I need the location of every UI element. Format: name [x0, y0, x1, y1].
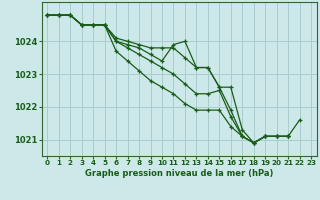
- X-axis label: Graphe pression niveau de la mer (hPa): Graphe pression niveau de la mer (hPa): [85, 169, 273, 178]
